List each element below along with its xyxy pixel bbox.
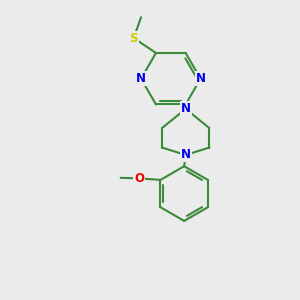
Text: O: O bbox=[134, 172, 144, 185]
Text: S: S bbox=[129, 32, 138, 45]
Text: N: N bbox=[136, 72, 146, 85]
Text: N: N bbox=[181, 102, 191, 116]
Text: N: N bbox=[181, 148, 191, 161]
Text: N: N bbox=[196, 72, 206, 85]
